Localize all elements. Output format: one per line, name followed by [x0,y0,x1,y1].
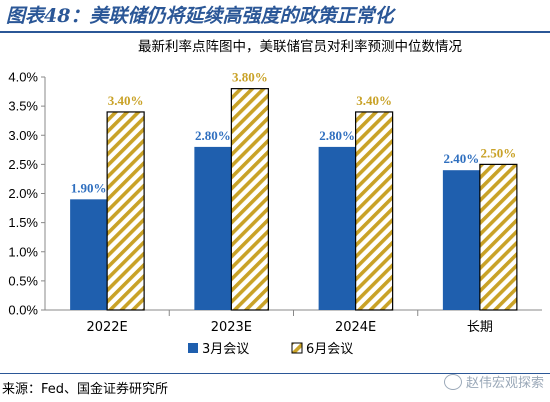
legend-swatch-march [188,343,198,353]
watermark: 赵伟宏观探索 [443,372,544,391]
x-category-label: 2024E [335,320,376,335]
title-rule [0,31,550,33]
y-tick-label: 1.5% [8,215,38,230]
legend-label: 6月会议 [306,342,353,357]
data-label: 2.40% [444,151,480,166]
legend-label: 3月会议 [202,342,249,357]
bar-june [355,111,394,311]
data-label: 2.50% [481,145,517,160]
y-tick-label: 1.0% [8,244,38,259]
y-tick-label: 2.5% [8,157,38,172]
bar-march [194,146,232,310]
y-tick-label: 3.0% [8,128,38,143]
footer-rule [0,373,550,374]
bar-march [70,199,108,310]
x-category-label: 2023E [211,320,252,335]
data-label: 1.90% [71,180,107,195]
data-label: 3.40% [356,93,392,108]
y-tick-label: 0.0% [8,303,38,318]
data-label: 3.40% [108,93,144,108]
y-tick-label: 3.5% [8,99,38,114]
bar-june [230,88,269,311]
y-tick-label: 4.0% [8,70,38,85]
legend: 3月会议 6月会议 [188,342,353,357]
bar-march [318,146,356,310]
wechat-icon [443,373,462,390]
bars: 1.90% 3.40% 2.80% 3.80% 2.80% 3.40% 2.40% 2.50% [70,70,518,311]
bar-june [479,163,518,311]
data-label: 2.80% [195,128,231,143]
x-category-label: 长期 [467,320,493,335]
source-note: 来源：Fed、国金证券研究所 [2,382,169,397]
bar-june [106,111,145,311]
y-tick-label: 0.5% [8,273,38,288]
x-category-label: 2022E [86,320,127,335]
bar-chart: 最新利率点阵图中，美联储官员对利率预测中位数情况 0.0% 0.5% 1.0% 1.5… [8,38,542,357]
data-label: 2.80% [319,128,355,143]
y-tick-label: 2.0% [8,186,38,201]
figure-title: 图表48：美联储仍将延续高强度的政策正常化 [6,5,394,27]
bar-march [442,170,480,310]
watermark-text: 赵伟宏观探索 [465,376,544,391]
data-label: 3.80% [232,70,268,85]
chart-title: 最新利率点阵图中，美联储官员对利率预测中位数情况 [138,38,462,55]
legend-swatch-june [291,342,303,354]
